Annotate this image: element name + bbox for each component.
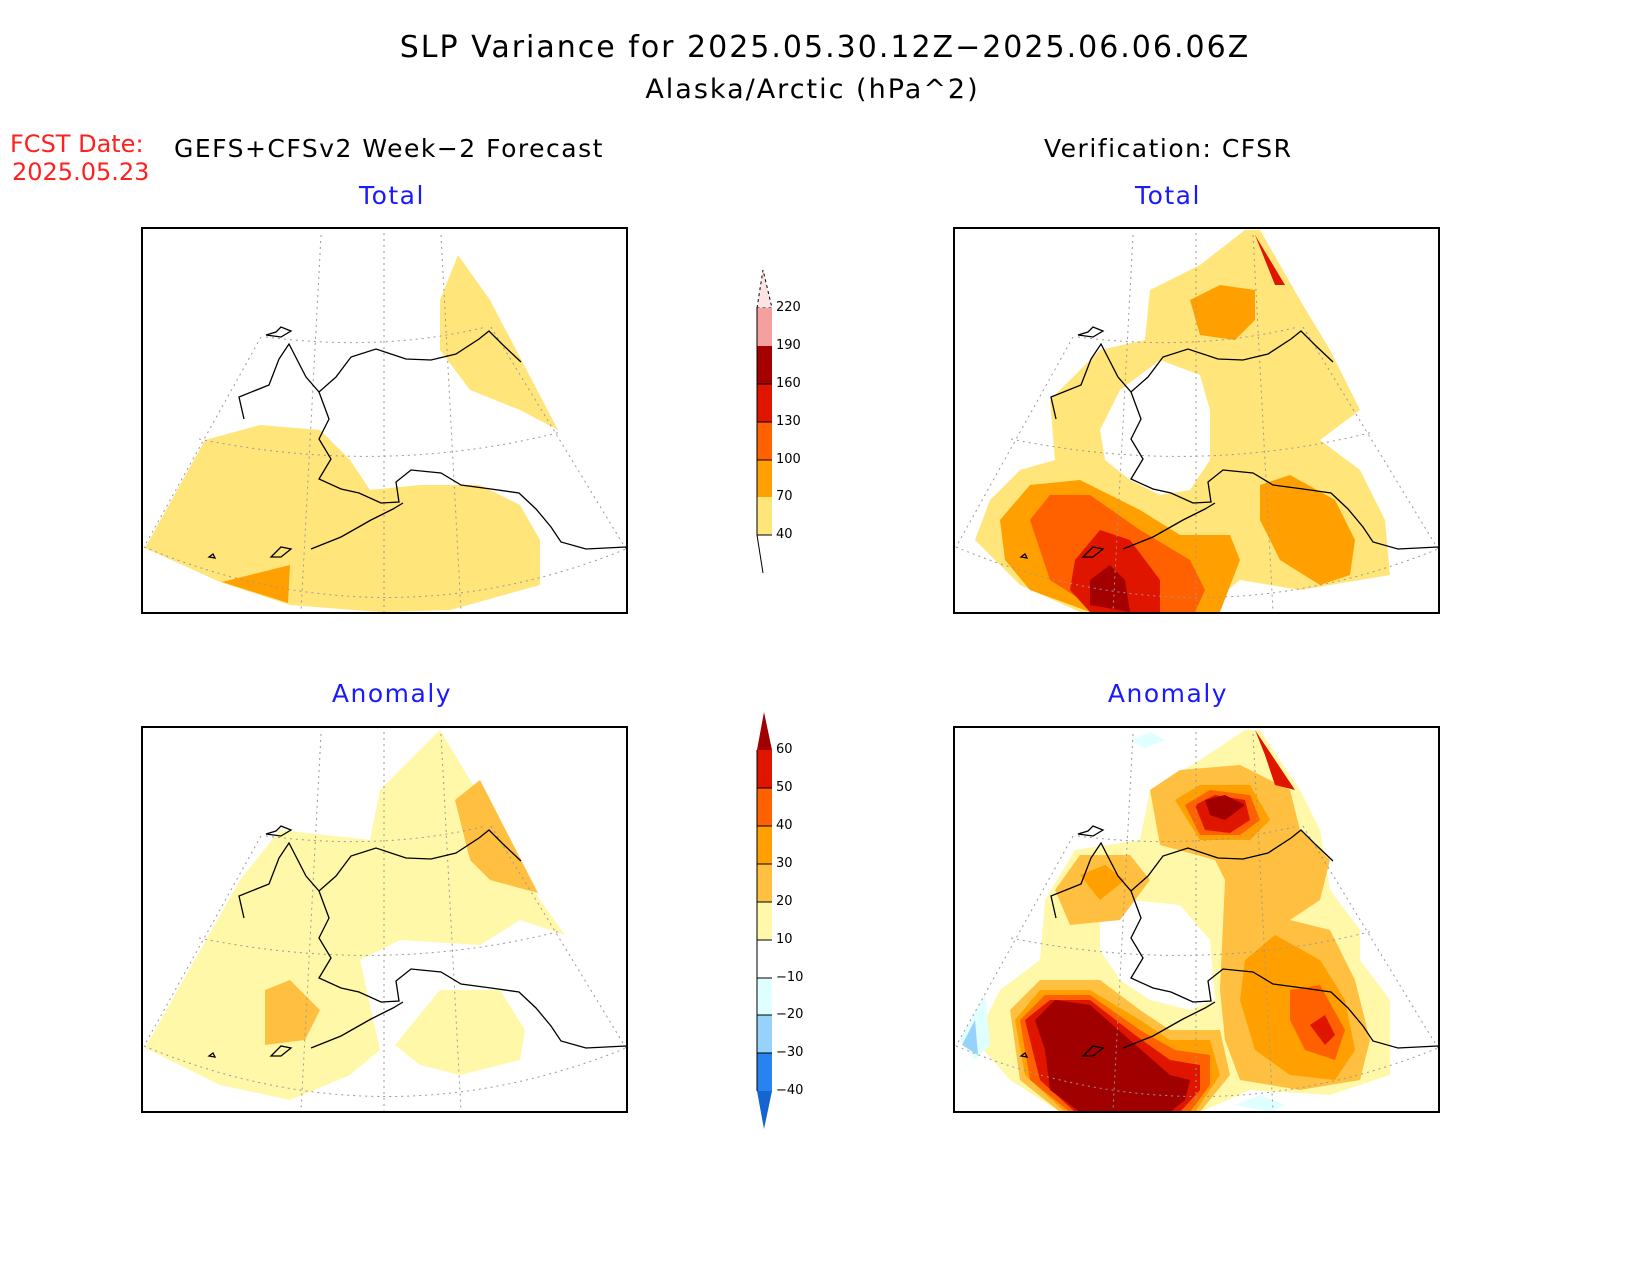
verification-header: Verification: CFSR	[1044, 134, 1293, 163]
fcst-date-label: FCST Date:	[10, 130, 144, 158]
anomaly-colorbar-label: −40	[776, 1083, 804, 1098]
verification-anomaly-map	[953, 726, 1440, 1113]
figure-title: SLP Variance for 2025.05.30.12Z−2025.06.…	[399, 30, 1251, 65]
verification-anomaly-title: Anomaly	[1107, 679, 1229, 708]
anomaly-colorbar-label: −30	[776, 1045, 804, 1060]
forecast-total-map	[141, 227, 628, 614]
anomaly-colorbar-label: 60	[776, 742, 793, 757]
contour-above-60	[1035, 795, 1245, 1112]
anomaly-colorbar-label: −20	[776, 1007, 804, 1022]
total-colorbar	[756, 269, 773, 574]
total-colorbar-label: 70	[776, 489, 793, 504]
contour-40-70	[145, 255, 558, 612]
contour-160-190	[1090, 565, 1130, 612]
contour-10-20	[145, 730, 565, 1100]
verification-total-map	[953, 227, 1440, 614]
fcst-date-value: 2025.05.23	[12, 158, 150, 186]
anomaly-colorbar-label: 10	[776, 932, 793, 947]
anomaly-colorbar-label: 40	[776, 818, 793, 833]
anomaly-colorbar-label: 20	[776, 894, 793, 909]
total-colorbar-label: 160	[776, 376, 801, 391]
anomaly-colorbar-label: −10	[776, 970, 804, 985]
anomaly-colorbar	[756, 712, 772, 1129]
forecast-anomaly-title: Anomaly	[331, 679, 453, 708]
total-colorbar-label: 190	[776, 338, 801, 353]
forecast-anomaly-map	[141, 726, 628, 1113]
total-colorbar-label: 130	[776, 414, 801, 429]
total-colorbar-label: 220	[776, 300, 801, 315]
total-colorbar-label: 100	[776, 452, 801, 467]
contour-neg20-neg30	[962, 1020, 978, 1055]
contour-70-100	[222, 565, 290, 603]
anomaly-colorbar-label: 30	[776, 856, 793, 871]
forecast-total-title: Total	[359, 181, 425, 210]
forecast-header: GEFS+CFSv2 Week−2 Forecast	[174, 134, 604, 163]
verification-total-title: Total	[1135, 181, 1201, 210]
figure-subtitle: Alaska/Arctic (hPa^2)	[645, 74, 980, 105]
anomaly-colorbar-label: 50	[776, 780, 793, 795]
contour-20-30	[265, 780, 538, 1045]
total-colorbar-label: 40	[776, 527, 793, 542]
